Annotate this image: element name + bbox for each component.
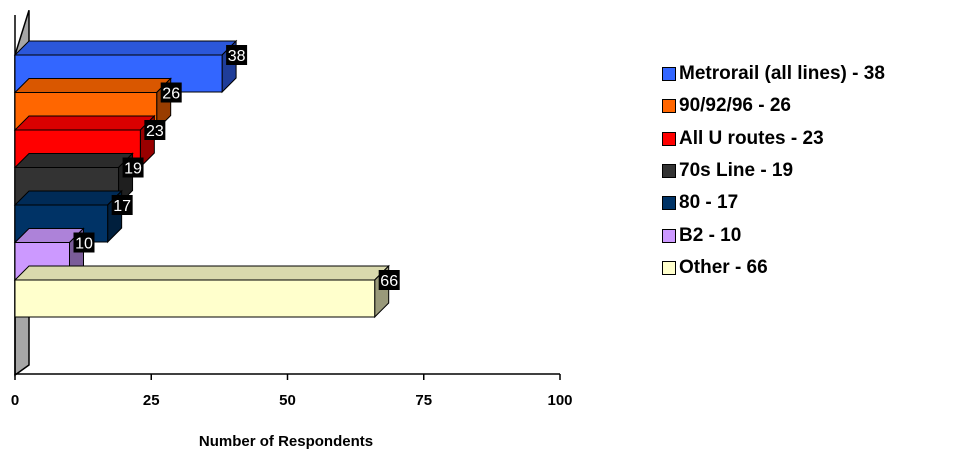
legend-label: All U routes - 23	[679, 127, 824, 149]
data-label-box	[226, 45, 248, 65]
x-axis-title: Number of Respondents	[199, 433, 373, 450]
data-label-5: 10	[73, 232, 95, 253]
legend-swatch	[662, 260, 676, 275]
x-axis: 0 25 50 75 100	[11, 373, 573, 409]
legend-label: B2 - 10	[679, 224, 742, 246]
legend-label: Other - 66	[679, 256, 768, 278]
x-tick-label: 75	[415, 392, 432, 409]
legend-label: 80 - 17	[679, 192, 739, 214]
data-label-2: 23	[144, 120, 166, 140]
bar-top-face	[13, 153, 134, 168]
legend-swatch	[662, 67, 676, 82]
legend-label: 90/92/96 - 26	[679, 95, 791, 117]
data-label-6: 66	[378, 270, 400, 290]
data-label-box	[378, 270, 400, 290]
data-label-box	[144, 120, 166, 140]
data-label-text: 10	[75, 236, 93, 253]
data-label-box	[122, 157, 144, 178]
legend-swatch	[662, 99, 676, 114]
data-label-4: 17	[111, 195, 133, 215]
x-tick-label: 50	[279, 392, 296, 409]
data-label-text: 26	[162, 86, 180, 103]
data-label-text: 23	[146, 123, 164, 140]
data-label-box	[73, 232, 95, 253]
data-label-0: 38	[226, 45, 248, 65]
data-labels-group: 38 26 23 19 17 10 66	[73, 45, 400, 290]
legend-swatch	[662, 131, 676, 146]
legend-item: B2 - 10	[662, 219, 885, 251]
legend-swatch	[662, 164, 676, 179]
data-label-text: 17	[113, 198, 131, 215]
legend: Metrorail (all lines) - 38 90/92/96 - 26 A…	[662, 58, 885, 284]
bar-top-face	[13, 190, 123, 206]
bars-group	[13, 39, 390, 319]
bar-front-face	[14, 279, 376, 318]
legend-label: Metrorail (all lines) - 38	[679, 63, 885, 85]
legend-item: Other - 66	[662, 252, 885, 284]
x-tick-label: 0	[11, 392, 19, 409]
bar-top-face	[13, 265, 390, 281]
data-label-box	[160, 82, 182, 103]
data-label-box	[111, 195, 133, 215]
bar-top-face	[13, 40, 238, 56]
x-tick-label: 25	[143, 392, 160, 409]
data-label-text: 19	[124, 161, 142, 178]
legend-item: 90/92/96 - 26	[662, 90, 885, 122]
bar-top-face	[13, 78, 172, 93]
data-label-1: 26	[160, 82, 182, 103]
bar-6	[13, 264, 390, 319]
legend-swatch	[662, 228, 676, 243]
legend-item: All U routes - 23	[662, 123, 885, 155]
legend-item: 80 - 17	[662, 187, 885, 219]
legend-item: 70s Line - 19	[662, 155, 885, 187]
legend-label: 70s Line - 19	[679, 160, 794, 182]
bar-top-face	[13, 115, 156, 131]
data-label-text: 66	[380, 273, 398, 290]
legend-item: Metrorail (all lines) - 38	[662, 58, 885, 90]
data-label-text: 38	[228, 48, 246, 65]
data-label-3: 19	[122, 157, 144, 178]
legend-swatch	[662, 196, 676, 211]
x-tick-label: 100	[547, 392, 572, 409]
